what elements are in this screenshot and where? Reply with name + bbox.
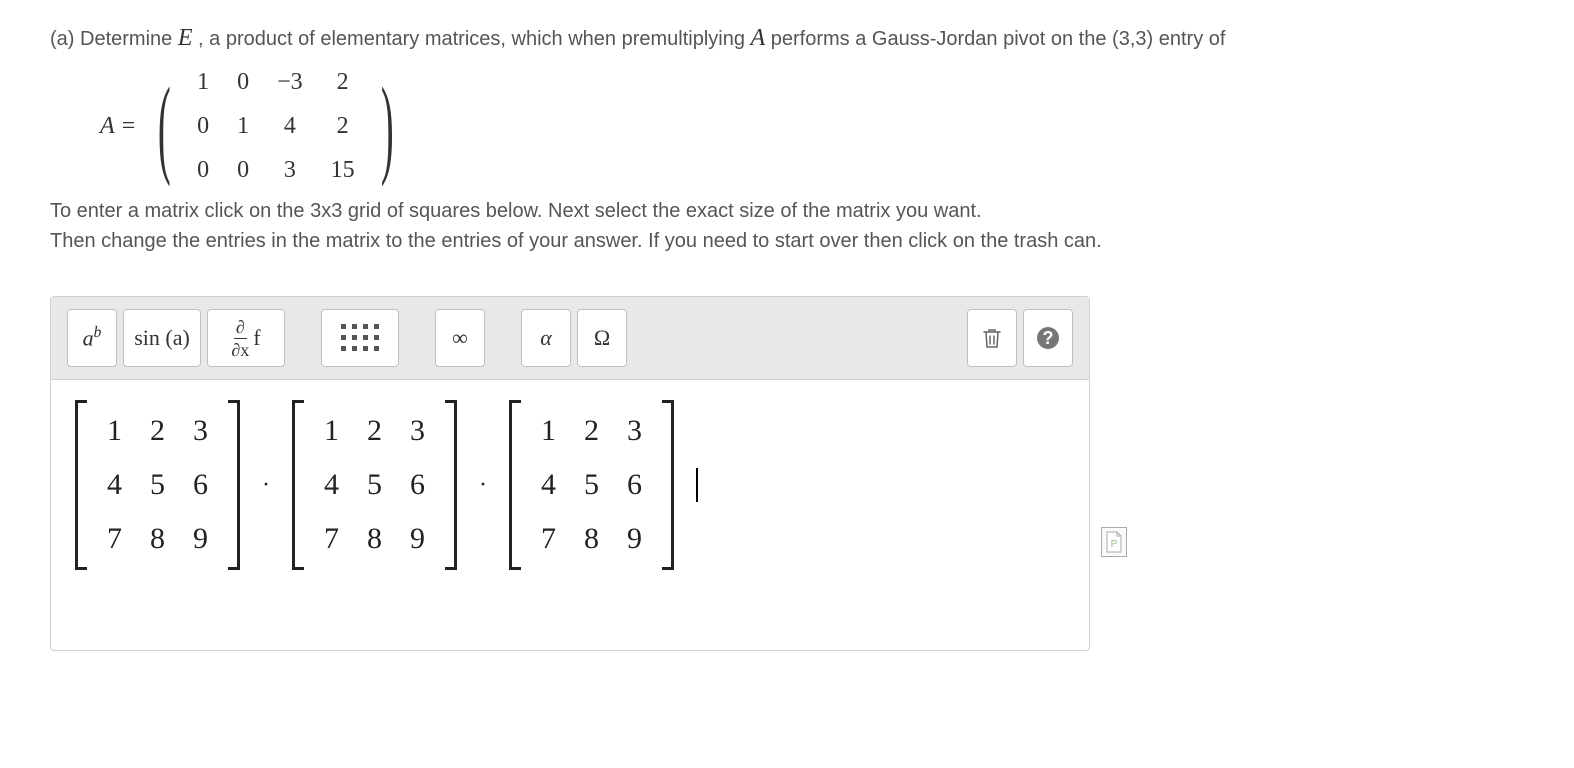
derivative-button[interactable]: ∂ ∂x f xyxy=(207,309,285,367)
matrix-A-cell: 2 xyxy=(317,60,369,104)
equation-editor: ab sin (a) ∂ ∂x f ∞ xyxy=(50,296,1090,651)
exponent-button[interactable]: ab xyxy=(67,309,117,367)
svg-text:?: ? xyxy=(1043,328,1054,348)
matrix-A-cell: 4 xyxy=(263,104,317,148)
matrix-cell[interactable]: 4 xyxy=(93,458,136,512)
matrix-cell[interactable]: 7 xyxy=(527,512,570,566)
matrix-A-cell: 15 xyxy=(317,148,369,192)
partial-num: ∂ xyxy=(234,318,247,339)
right-bracket xyxy=(662,400,674,570)
matrix-cell[interactable]: 4 xyxy=(527,458,570,512)
var-A: A xyxy=(751,25,766,51)
var-E: E xyxy=(178,25,193,51)
instruction-1: To enter a matrix click on the 3x3 grid … xyxy=(50,200,982,222)
page-badge[interactable]: P xyxy=(1101,527,1127,557)
editor-toolbar: ab sin (a) ∂ ∂x f ∞ xyxy=(51,297,1089,380)
left-bracket xyxy=(509,400,521,570)
multiply-dot: · xyxy=(258,472,274,499)
omega-button[interactable]: Ω xyxy=(577,309,627,367)
help-button[interactable]: ? xyxy=(1023,309,1073,367)
matrix-cell[interactable]: 3 xyxy=(179,404,222,458)
multiply-dot: · xyxy=(475,472,491,499)
trig-label: sin (a) xyxy=(134,325,190,351)
instruction-2: Then change the entries in the matrix to… xyxy=(50,230,1102,252)
matrix-cell[interactable]: 5 xyxy=(570,458,613,512)
matrix-A-cell: 0 xyxy=(223,60,263,104)
answer-matrix[interactable]: 123456789 xyxy=(509,400,674,570)
editor-canvas[interactable]: 123456789·123456789·123456789 xyxy=(51,380,1089,650)
matrix-A-body: 10−32014200315 xyxy=(183,60,369,192)
svg-text:P: P xyxy=(1111,539,1118,550)
part-label: (a) Determine xyxy=(50,28,178,50)
matrix-cell[interactable]: 8 xyxy=(136,512,179,566)
matrix-cell[interactable]: 2 xyxy=(136,404,179,458)
matrix-A-cell: 3 xyxy=(263,148,317,192)
matrix-grid-button[interactable] xyxy=(321,309,399,367)
matrix-A-display: A = ( 10−32014200315 ) xyxy=(100,60,405,192)
trash-icon xyxy=(981,326,1003,350)
text-cursor xyxy=(696,468,698,502)
matrix-cell[interactable]: 8 xyxy=(353,512,396,566)
right-paren: ) xyxy=(381,81,394,171)
matrix-cell[interactable]: 9 xyxy=(613,512,656,566)
matrix-cell[interactable]: 3 xyxy=(613,404,656,458)
left-bracket xyxy=(292,400,304,570)
text-mid1: , a product of elementary matrices, whic… xyxy=(198,28,750,50)
matrix-cell[interactable]: 1 xyxy=(93,404,136,458)
matrix-cell[interactable]: 2 xyxy=(570,404,613,458)
exp-sup: b xyxy=(94,324,102,341)
matrix-A-cell: 1 xyxy=(223,104,263,148)
A-equals: A = xyxy=(100,108,136,144)
matrix-cell[interactable]: 2 xyxy=(353,404,396,458)
answer-matrix[interactable]: 123456789 xyxy=(75,400,240,570)
matrix-cell[interactable]: 8 xyxy=(570,512,613,566)
problem-statement: (a) Determine E , a product of elementar… xyxy=(50,20,1524,256)
matrix-cell[interactable]: 9 xyxy=(179,512,222,566)
text-mid2: performs a Gauss-Jordan pivot on the (3,… xyxy=(771,28,1226,50)
matrix-cell[interactable]: 1 xyxy=(310,404,353,458)
alpha-label: α xyxy=(540,325,552,351)
alpha-button[interactable]: α xyxy=(521,309,571,367)
matrix-A-cell: 0 xyxy=(223,148,263,192)
answer-matrix[interactable]: 123456789 xyxy=(292,400,457,570)
matrix-cell[interactable]: 7 xyxy=(310,512,353,566)
matrix-cell[interactable]: 5 xyxy=(136,458,179,512)
help-icon: ? xyxy=(1036,326,1060,350)
page-icon: P xyxy=(1105,531,1123,553)
trash-button[interactable] xyxy=(967,309,1017,367)
trig-button[interactable]: sin (a) xyxy=(123,309,201,367)
matrix-cell[interactable]: 4 xyxy=(310,458,353,512)
infinity-label: ∞ xyxy=(452,325,468,351)
matrix-cell[interactable]: 1 xyxy=(527,404,570,458)
omega-label: Ω xyxy=(594,325,610,351)
matrix-cell[interactable]: 6 xyxy=(396,458,439,512)
exp-base: a xyxy=(83,326,94,351)
matrix-cell[interactable]: 5 xyxy=(353,458,396,512)
matrix-cell[interactable]: 9 xyxy=(396,512,439,566)
matrix-A-cell: 0 xyxy=(183,148,223,192)
right-bracket xyxy=(445,400,457,570)
matrix-A-cell: 0 xyxy=(183,104,223,148)
matrix-A-cell: 1 xyxy=(183,60,223,104)
matrix-cell[interactable]: 3 xyxy=(396,404,439,458)
matrix-A-cell: 2 xyxy=(317,104,369,148)
left-paren: ( xyxy=(158,81,171,171)
right-bracket xyxy=(228,400,240,570)
matrix-cell[interactable]: 6 xyxy=(613,458,656,512)
grid-dots-icon xyxy=(341,324,380,352)
partial-f: f xyxy=(253,325,260,351)
matrix-cell[interactable]: 7 xyxy=(93,512,136,566)
matrix-cell[interactable]: 6 xyxy=(179,458,222,512)
left-bracket xyxy=(75,400,87,570)
matrix-A-cell: −3 xyxy=(263,60,317,104)
infinity-button[interactable]: ∞ xyxy=(435,309,485,367)
partial-den: ∂x xyxy=(231,339,249,359)
